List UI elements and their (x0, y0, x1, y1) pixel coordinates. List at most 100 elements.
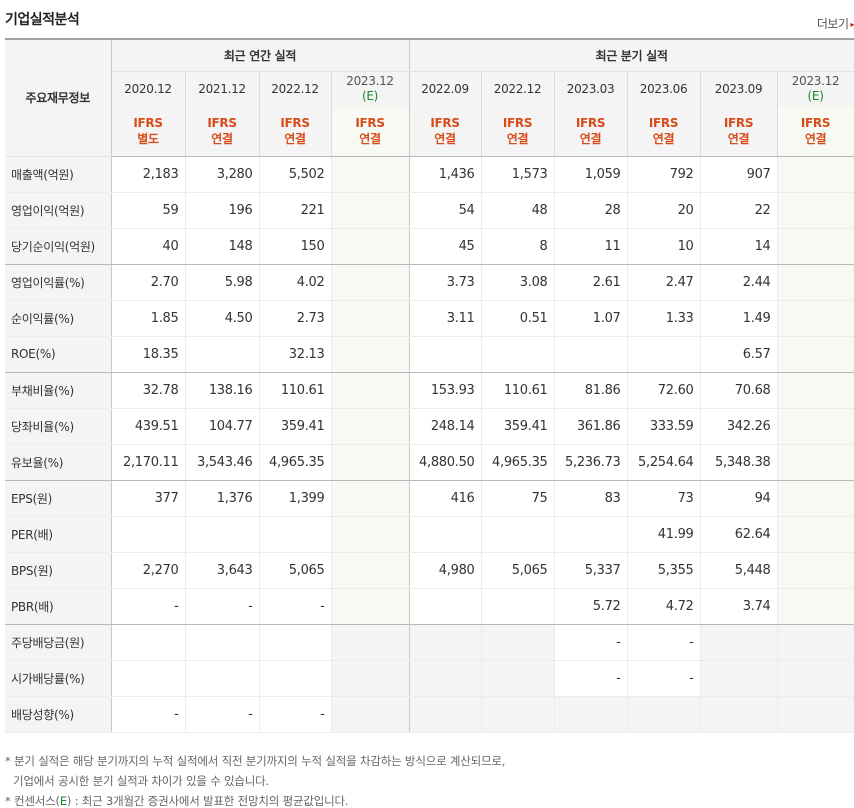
table-cell: 416 (409, 480, 482, 517)
table-cell: 32.78 (111, 372, 186, 409)
table-cell: 1.49 (700, 300, 778, 337)
more-label[interactable]: 더보기 (816, 17, 849, 31)
table-cell (627, 696, 701, 733)
table-cell (409, 696, 482, 733)
consolidation-type: 연결 (211, 131, 233, 146)
accounting-standard-3: IFRS 연결 (331, 106, 410, 157)
table-cell: 5,348.38 (700, 444, 778, 481)
table-row: BPS(원) 2,270 3,643 5,065 4,980 5,065 5,337 5,35… (5, 552, 854, 589)
table-cell: 5,337 (554, 552, 628, 589)
table-cell: 1,059 (554, 156, 628, 193)
table-cell (777, 372, 854, 409)
table-cell: 2,270 (111, 552, 186, 589)
row-label: PBR(배) (5, 588, 112, 625)
table-cell: 70.68 (700, 372, 778, 409)
table-cell: 1,436 (409, 156, 482, 193)
table-cell: 342.26 (700, 408, 778, 445)
table-cell: 2,183 (111, 156, 186, 193)
table-cell: 18.35 (111, 336, 186, 373)
table-cell (331, 696, 410, 733)
table-cell (777, 264, 854, 301)
accounting-standard-8: IFRS 연결 (700, 106, 778, 157)
table-cell: 4.72 (627, 588, 701, 625)
period-header-0: 2020.12 (111, 71, 186, 106)
table-cell: 11 (554, 228, 628, 265)
table-cell (331, 588, 410, 625)
table-cell: 3,280 (185, 156, 260, 193)
footnotes: * 분기 실적은 해당 분기까지의 누적 실적에서 직전 분기까지의 누적 실적… (5, 751, 505, 808)
table-cell: 248.14 (409, 408, 482, 445)
table-cell: 359.41 (259, 408, 332, 445)
table-cell: 54 (409, 192, 482, 229)
more-link[interactable]: 더보기 ▸ (817, 15, 854, 32)
table-cell (185, 624, 260, 661)
table-cell: 221 (259, 192, 332, 229)
table-cell (481, 516, 555, 553)
table-cell (331, 480, 410, 517)
table-cell: 2.73 (259, 300, 332, 337)
period-header-3: 2023.12 (E) (331, 71, 410, 106)
ifrs-label: IFRS (207, 115, 237, 130)
table-cell: - (259, 588, 332, 625)
ifrs-label: IFRS (575, 115, 606, 130)
table-cell: - (185, 588, 260, 625)
table-cell: 1,376 (185, 480, 260, 517)
table-cell: - (185, 696, 260, 733)
table-cell (185, 336, 260, 373)
row-label: 시가배당률(%) (5, 660, 112, 697)
table-cell (554, 336, 628, 373)
table-cell: 110.61 (481, 372, 555, 409)
table-row: EPS(원) 377 1,376 1,399 416 75 83 73 94 (5, 480, 854, 517)
table-cell: 1.33 (627, 300, 701, 337)
table-cell: 196 (185, 192, 260, 229)
table-cell: 10 (627, 228, 701, 265)
period-header-9: 2023.12 (E) (777, 71, 854, 106)
table-cell: 4.50 (185, 300, 260, 337)
table-cell: 22 (700, 192, 778, 229)
table-cell: - (554, 660, 628, 697)
table-cell: 4,965.35 (481, 444, 555, 481)
table-cell: 792 (627, 156, 701, 193)
footnote-1-cont: 기업에서 공시한 분기 실적과 차이가 있을 수 있습니다. (13, 774, 270, 788)
row-label: 배당성향(%) (5, 696, 112, 733)
financial-summary-table: 주요재무정보 최근 연간 실적 최근 분기 실적 2020.12 2021.12 2… (5, 38, 854, 733)
table-cell: 110.61 (259, 372, 332, 409)
table-cell: 5,448 (700, 552, 778, 589)
table-row: 주당배당금(원) - - (5, 624, 854, 661)
table-cell (777, 192, 854, 229)
table-cell: 3.73 (409, 264, 482, 301)
table-cell (627, 336, 701, 373)
table-cell: 3.11 (409, 300, 482, 337)
table-cell: 6.57 (700, 336, 778, 373)
table-cell: 5,254.64 (627, 444, 701, 481)
table-cell (481, 336, 555, 373)
table-cell: 75 (481, 480, 555, 517)
table-cell: - (111, 588, 186, 625)
table-cell: 4,965.35 (259, 444, 332, 481)
table-cell (331, 192, 410, 229)
period-label: 2023.12 (791, 73, 840, 88)
row-label: BPS(원) (5, 552, 112, 589)
table-cell (331, 408, 410, 445)
table-cell (409, 336, 482, 373)
row-label: 순이익률(%) (5, 300, 112, 337)
ifrs-label: IFRS (430, 115, 460, 130)
table-cell (259, 660, 332, 697)
table-cell (331, 660, 410, 697)
table-cell (331, 444, 410, 481)
group-quarterly-header: 최근 분기 실적 (409, 39, 854, 72)
row-label: 영업이익률(%) (5, 264, 112, 301)
table-cell: 3,543.46 (185, 444, 260, 481)
row-label: 영업이익(억원) (5, 192, 112, 229)
period-header-1: 2021.12 (185, 71, 260, 106)
row-label: 당좌비율(%) (5, 408, 112, 445)
table-cell: 59 (111, 192, 186, 229)
table-cell (409, 660, 482, 697)
table-cell: 1,399 (259, 480, 332, 517)
table-cell: - (111, 696, 186, 733)
table-row: 영업이익률(%) 2.70 5.98 4.02 3.73 3.08 2.61 2.47 2.44 (5, 264, 854, 301)
table-cell (700, 660, 778, 697)
period-header-6: 2023.03 (554, 71, 628, 106)
table-cell: 28 (554, 192, 628, 229)
table-cell: 377 (111, 480, 186, 517)
